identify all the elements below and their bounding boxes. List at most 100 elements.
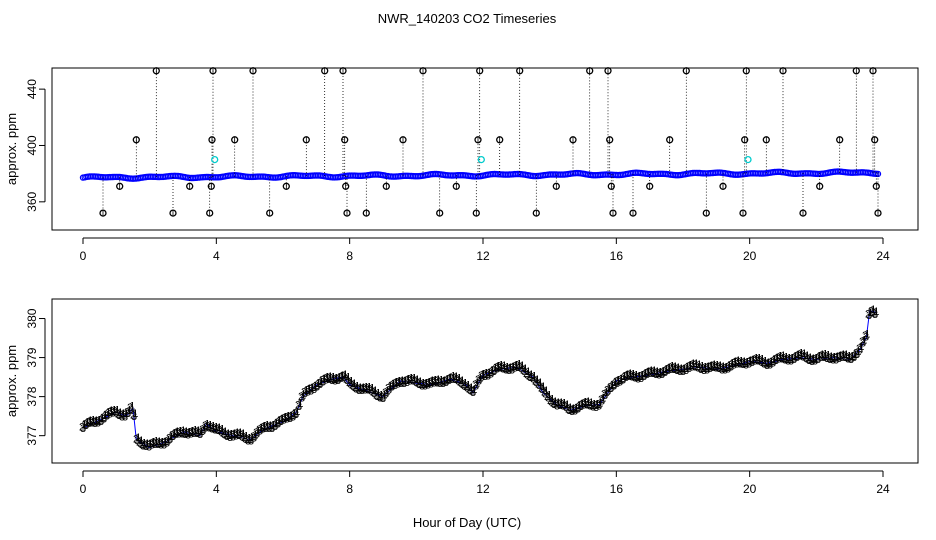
series-marker-2: 2: [616, 375, 622, 387]
series-marker-2: 2: [463, 381, 469, 393]
series-marker-2: 2: [865, 309, 871, 321]
series-marker-1: 1: [630, 368, 636, 380]
series-marker-2: 2: [475, 374, 481, 386]
series-marker-2: 2: [838, 351, 844, 363]
series-marker-1: 1: [684, 362, 690, 374]
series-marker-1: 1: [795, 349, 801, 361]
series-marker-2: 2: [103, 409, 109, 421]
top-y-axis-label: approx. ppm: [4, 113, 19, 185]
series-marker-2: 2: [820, 350, 826, 362]
series-marker-1: 1: [840, 349, 846, 361]
series-marker-2: 2: [532, 376, 538, 388]
series-marker-2: 2: [340, 371, 346, 383]
series-marker-2: 2: [583, 398, 589, 410]
series-marker-2: 2: [217, 425, 223, 437]
series-marker-2: 2: [763, 359, 769, 371]
series-marker-2: 2: [325, 373, 331, 385]
series-marker-1: 1: [339, 370, 345, 382]
series-marker-3: 3: [227, 432, 233, 444]
series-marker-1: 1: [342, 369, 348, 381]
series-marker-3: 3: [701, 365, 707, 377]
series-marker-2: 2: [115, 408, 121, 420]
series-marker-2: 2: [148, 438, 154, 450]
series-marker-3: 3: [233, 430, 239, 442]
series-marker-1: 1: [519, 360, 525, 372]
series-marker-1: 1: [111, 404, 117, 416]
series-marker-1: 1: [477, 372, 483, 384]
series-marker-1: 1: [465, 380, 471, 392]
series-marker-3: 3: [497, 362, 503, 374]
series-marker-1: 1: [453, 371, 459, 383]
series-marker-2: 2: [541, 387, 547, 399]
series-marker-1: 1: [141, 437, 147, 449]
series-marker-1: 1: [411, 373, 417, 385]
series-marker-2: 2: [454, 374, 460, 386]
series-marker-1: 1: [702, 362, 708, 374]
series-marker-3: 3: [422, 381, 428, 393]
series-marker-2: 2: [397, 377, 403, 389]
series-marker-1: 1: [621, 371, 627, 383]
series-marker-2: 2: [523, 368, 529, 380]
series-marker-3: 3: [473, 381, 479, 393]
series-marker-2: 2: [358, 384, 364, 396]
series-marker-1: 1: [429, 375, 435, 387]
series-marker-3: 3: [515, 362, 521, 374]
series-marker-3: 3: [476, 376, 482, 388]
series-marker-2: 2: [631, 371, 637, 383]
series-marker-2: 2: [478, 370, 484, 382]
series-marker-1: 1: [744, 356, 750, 368]
series-marker-2: 2: [757, 355, 763, 367]
series-marker-2: 2: [256, 424, 262, 436]
series-marker-2: 2: [490, 364, 496, 376]
series-marker-2: 2: [484, 369, 490, 381]
series-marker-3: 3: [806, 355, 812, 367]
cyan-point: [744, 155, 752, 164]
series-marker-3: 3: [125, 408, 131, 420]
series-marker-1: 1: [129, 401, 135, 413]
series-marker-2: 2: [331, 374, 337, 386]
x-tick-label: 8: [346, 249, 353, 263]
series-marker-1: 1: [801, 348, 807, 360]
series-marker-3: 3: [614, 378, 620, 390]
series-marker-2: 2: [646, 367, 652, 379]
series-marker-3: 3: [569, 406, 575, 418]
series-marker-3: 3: [455, 376, 461, 388]
series-marker-1: 1: [516, 359, 522, 371]
series-marker-1: 1: [645, 366, 651, 378]
series-marker-1: 1: [576, 401, 582, 413]
series-marker-1: 1: [729, 358, 735, 370]
series-marker-1: 1: [399, 375, 405, 387]
series-marker-3: 3: [299, 392, 305, 404]
series-marker-2: 2: [682, 363, 688, 375]
series-marker-1: 1: [189, 426, 195, 438]
series-marker-2: 2: [679, 365, 685, 377]
series-marker-1: 1: [384, 385, 390, 397]
series-marker-1: 1: [768, 356, 774, 368]
series-marker-2: 2: [574, 402, 580, 414]
series-marker-2: 2: [637, 371, 643, 383]
series-marker-1: 1: [732, 356, 738, 368]
series-marker-2: 2: [691, 360, 697, 372]
cyan-point: [211, 155, 219, 164]
series-marker-1: 1: [180, 425, 186, 437]
series-marker-3: 3: [557, 400, 563, 412]
series-marker-1: 1: [783, 351, 789, 363]
series-marker-3: 3: [671, 364, 677, 376]
series-marker-1: 1: [210, 421, 216, 433]
series-marker-3: 3: [773, 355, 779, 367]
series-marker-1: 1: [309, 382, 315, 394]
series-marker-1: 1: [318, 376, 324, 388]
series-marker-3: 3: [404, 377, 410, 389]
series-marker-3: 3: [359, 385, 365, 397]
series-marker-1: 1: [84, 417, 90, 429]
series-marker-1: 1: [834, 351, 840, 363]
series-marker-2: 2: [565, 404, 571, 416]
series-marker-1: 1: [483, 368, 489, 380]
series-marker-1: 1: [591, 398, 597, 410]
series-marker-3: 3: [848, 354, 854, 366]
series-marker-1: 1: [369, 383, 375, 395]
series-marker-1: 1: [504, 362, 510, 374]
series-marker-2: 2: [802, 352, 808, 364]
series-marker-2: 2: [544, 391, 550, 403]
bottom-plot-frame: [51, 298, 919, 464]
